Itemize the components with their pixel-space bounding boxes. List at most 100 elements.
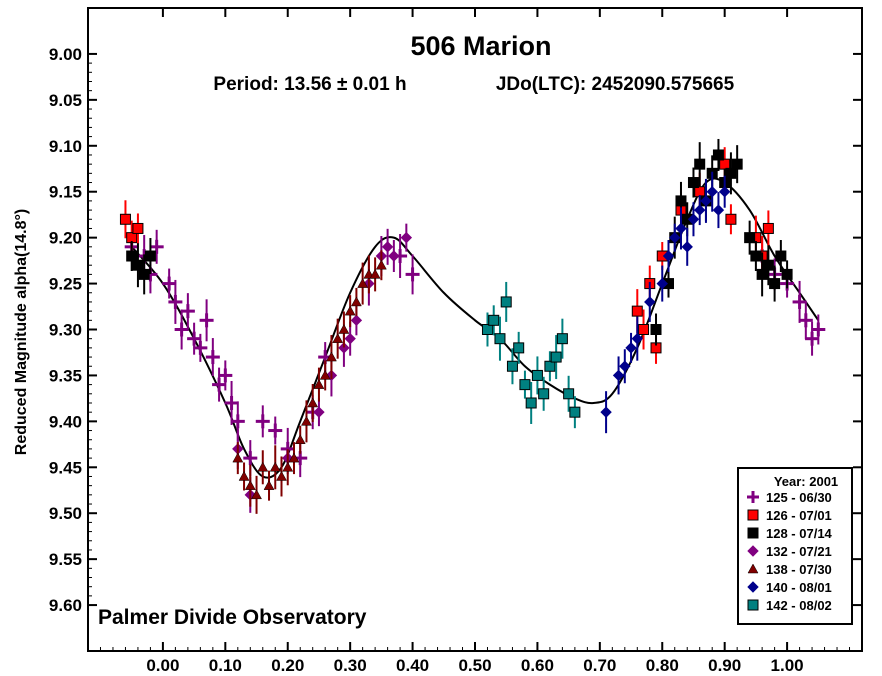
- data-point: [612, 369, 625, 382]
- legend-entry: 140 - 08/01: [766, 580, 832, 595]
- y-axis: 9.00 9.05 9.10 9.15 9.20 9.25 9.30 9.35 9.40 9.45…: [49, 45, 862, 615]
- series-5: [600, 171, 731, 434]
- data-point: [149, 239, 164, 254]
- data-point: [556, 333, 568, 345]
- data-point: [687, 213, 700, 225]
- x-tick-label: 0.40: [396, 656, 429, 675]
- data-point: [744, 232, 756, 244]
- x-tick-label: 1.00: [771, 656, 804, 675]
- y-tick-label: 9.30: [49, 321, 82, 340]
- legend: Year: 2001 125 - 06/30 126 - 07/01 128 - 0…: [737, 467, 853, 625]
- period-label: Period: 13.56 ± 0.01 h: [213, 74, 406, 95]
- y-tick-label: 9.25: [49, 275, 82, 294]
- data-point: [662, 250, 675, 262]
- data-point: [762, 222, 774, 234]
- data-point: [525, 397, 537, 409]
- data-point: [638, 324, 650, 335]
- chart-title: 506 Marion: [410, 31, 551, 61]
- data-point: [193, 340, 208, 355]
- data-point: [212, 377, 227, 392]
- data-point: [792, 294, 807, 309]
- data-point: [238, 470, 250, 481]
- data-point: [675, 222, 687, 235]
- legend-entry: 142 - 08/02: [766, 598, 832, 613]
- y-tick-label: 9.60: [49, 596, 82, 615]
- series-4: [232, 250, 387, 514]
- data-point: [687, 177, 699, 189]
- data-point: [798, 313, 813, 328]
- legend-marker: [747, 527, 759, 539]
- y-axis-label: Reduced Magnitude alpha(14.8°): [13, 209, 30, 455]
- data-point: [538, 388, 550, 400]
- data-point: [631, 332, 643, 345]
- data-point: [569, 406, 581, 418]
- data-point: [481, 324, 493, 335]
- data-point: [731, 158, 743, 170]
- data-point: [294, 434, 306, 444]
- y-tick-label: 9.10: [49, 137, 82, 156]
- data-point: [706, 186, 718, 198]
- x-tick-label: 0.50: [458, 656, 491, 675]
- data-points: [119, 138, 826, 514]
- data-point: [338, 342, 350, 354]
- data-point: [650, 324, 662, 335]
- data-point: [725, 167, 737, 179]
- x-tick-label: 0.30: [334, 656, 367, 675]
- data-point: [257, 461, 269, 472]
- data-point: [805, 331, 820, 346]
- y-tick-label: 9.40: [49, 412, 82, 431]
- observatory-label: Palmer Divide Observatory: [98, 606, 367, 629]
- data-point: [218, 368, 233, 383]
- data-point: [656, 277, 668, 290]
- data-point: [232, 452, 244, 463]
- data-point: [350, 314, 363, 327]
- data-point: [307, 397, 319, 408]
- data-point: [205, 350, 220, 365]
- data-point: [126, 250, 138, 262]
- y-tick-label: 9.15: [49, 183, 82, 202]
- data-point: [357, 278, 369, 288]
- data-point: [675, 195, 687, 207]
- legend-entry: 138 - 07/30: [766, 562, 832, 577]
- series-6: [481, 281, 581, 429]
- data-point: [301, 415, 312, 426]
- y-tick-label: 9.20: [49, 229, 82, 248]
- data-point: [519, 379, 531, 391]
- plot-frame: [87, 7, 863, 652]
- y-tick-label: 9.05: [49, 91, 82, 110]
- data-point: [132, 259, 144, 271]
- data-point: [268, 423, 283, 438]
- y-tick-label: 9.00: [49, 45, 82, 64]
- legend-title: Year: 2001: [774, 474, 838, 489]
- x-tick-label: 0.20: [271, 656, 304, 675]
- x-tick-label: 0.80: [646, 656, 679, 675]
- data-point: [375, 259, 387, 270]
- data-point: [344, 332, 356, 345]
- data-point: [494, 333, 506, 345]
- data-point: [725, 213, 737, 225]
- x-tick-label: 0.60: [521, 656, 554, 675]
- data-point: [326, 351, 337, 362]
- data-point: [180, 304, 195, 319]
- data-point: [811, 322, 826, 337]
- legend-entry: 125 - 06/30: [766, 490, 832, 505]
- data-point: [694, 204, 706, 216]
- data-point: [230, 414, 245, 429]
- y-tick-label: 9.50: [49, 504, 82, 523]
- x-axis: 0.00 0.10 0.20 0.30 0.40 0.50 0.60 0.70 0.80 0.90…: [99, 8, 851, 675]
- data-point: [500, 296, 512, 308]
- data-point: [718, 186, 731, 198]
- data-point: [712, 204, 725, 216]
- x-tick-label: 0.70: [583, 656, 616, 675]
- data-point: [625, 342, 637, 354]
- data-point: [244, 480, 256, 490]
- data-point: [563, 388, 575, 400]
- legend-entry: 128 - 07/14: [766, 526, 833, 541]
- data-point: [187, 331, 202, 346]
- x-tick-label: 0.00: [146, 656, 179, 675]
- data-point: [263, 480, 275, 490]
- y-tick-label: 9.55: [49, 550, 82, 569]
- data-point: [313, 379, 325, 389]
- data-point: [719, 158, 731, 170]
- epoch-label: JDo(LTC): 2452090.575665: [496, 74, 735, 95]
